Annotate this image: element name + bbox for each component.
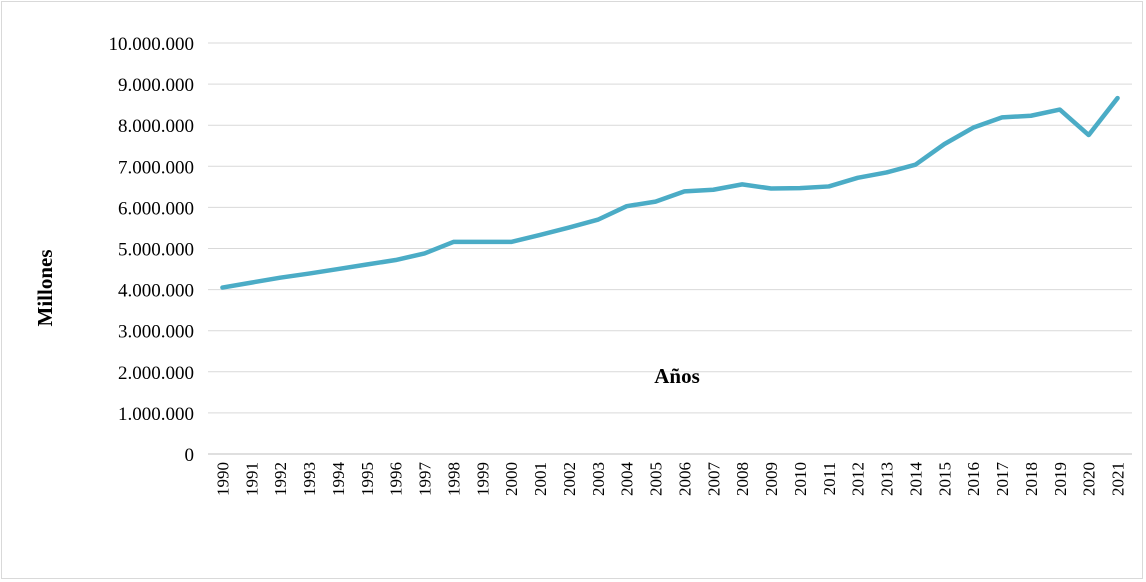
x-tick-label: 2016 <box>964 462 983 496</box>
x-tick-label: 1991 <box>242 462 261 496</box>
x-tick-label: 2014 <box>906 462 925 497</box>
x-tick-label: 2021 <box>1109 462 1128 496</box>
gridlines <box>208 42 1132 455</box>
x-axis-title: Años <box>654 364 700 388</box>
y-tick-label: 3.000.000 <box>118 322 194 343</box>
x-tick-label: 2020 <box>1080 462 1099 496</box>
x-tick-label: 2013 <box>878 462 897 496</box>
y-tick-label: 9.000.000 <box>118 75 194 96</box>
y-tick-label: 10.000.000 <box>109 34 195 55</box>
y-axis-title: Millones <box>33 250 57 327</box>
x-tick-label: 2007 <box>704 462 723 497</box>
x-tick-label: 2005 <box>647 462 666 496</box>
y-axis-ticks: 0 1.000.000 2.000.000 3.000.000 4.000.000 5.0… <box>109 34 195 466</box>
x-tick-label: 1990 <box>213 462 232 496</box>
y-tick-label: 5.000.000 <box>118 240 194 261</box>
series-group <box>220 95 1120 290</box>
x-tick-label: 2018 <box>1022 462 1041 496</box>
x-tick-label: 2003 <box>589 462 608 496</box>
x-tick-label: 1996 <box>387 462 406 496</box>
y-tick-label: 7.000.000 <box>118 157 194 178</box>
x-tick-label: 2019 <box>1051 462 1070 496</box>
x-tick-label: 1995 <box>358 462 377 496</box>
x-tick-label: 1999 <box>473 462 492 496</box>
x-tick-label: 2012 <box>849 462 868 496</box>
y-tick-label: 0 <box>185 445 195 466</box>
x-tick-label: 2010 <box>791 462 810 496</box>
y-tick-label: 2.000.000 <box>118 363 194 384</box>
series-line <box>220 95 1120 290</box>
x-tick-label: 2000 <box>502 462 521 496</box>
x-tick-label: 1994 <box>329 462 348 497</box>
x-tick-label: 2001 <box>531 462 550 496</box>
x-axis-ticks: 1990 1991 1992 1993 1994 1995 1996 1997 1998 1999… <box>213 462 1127 497</box>
y-tick-label: 1.000.000 <box>118 404 194 425</box>
x-tick-label: 2009 <box>762 462 781 496</box>
x-tick-label: 2006 <box>675 462 694 496</box>
x-tick-label: 2011 <box>820 462 839 495</box>
x-tick-label: 2008 <box>733 462 752 496</box>
x-tick-label: 2004 <box>618 462 637 497</box>
x-tick-label: 1997 <box>416 462 435 497</box>
x-tick-label: 1993 <box>300 462 319 496</box>
x-tick-label: 1998 <box>444 462 463 496</box>
x-tick-label: 1992 <box>271 462 290 496</box>
y-tick-label: 6.000.000 <box>118 198 194 219</box>
x-tick-label: 2002 <box>560 462 579 496</box>
y-tick-label: 8.000.000 <box>118 116 194 137</box>
x-tick-label: 2017 <box>993 462 1012 497</box>
x-tick-label: 2015 <box>935 462 954 496</box>
y-tick-label: 4.000.000 <box>118 281 194 302</box>
